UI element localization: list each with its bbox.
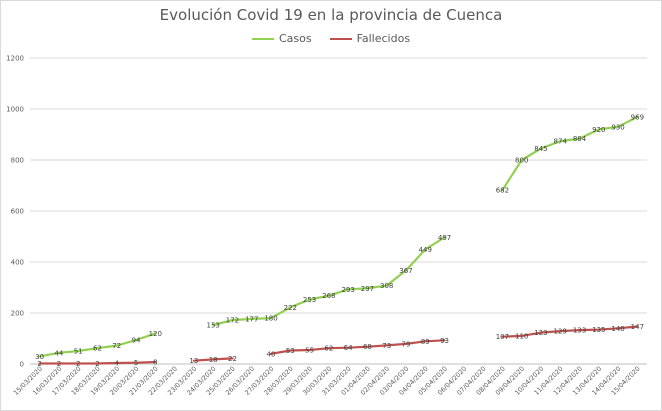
data-label-1-2: 2 bbox=[76, 360, 80, 368]
data-label-1-21: 93 bbox=[440, 337, 449, 345]
data-label-1-0: 2 bbox=[37, 360, 41, 368]
series-line-1-segment-3 bbox=[501, 325, 639, 338]
chart-title: Evolución Covid 19 en la provincia de Cu… bbox=[159, 6, 503, 24]
data-label-1-20: 89 bbox=[421, 338, 430, 346]
data-label-0-6: 120 bbox=[149, 330, 162, 338]
y-tick-label-3: 600 bbox=[11, 208, 24, 216]
data-label-0-17: 297 bbox=[361, 285, 374, 293]
data-label-1-26: 123 bbox=[534, 329, 547, 337]
data-label-1-9: 18 bbox=[209, 356, 218, 364]
data-label-0-13: 222 bbox=[284, 304, 297, 312]
data-label-1-30: 140 bbox=[611, 325, 624, 333]
data-label-0-0: 30 bbox=[35, 353, 44, 361]
data-label-1-13: 53 bbox=[286, 347, 295, 355]
data-label-0-19: 367 bbox=[399, 267, 412, 275]
data-label-1-29: 135 bbox=[592, 326, 605, 334]
data-label-0-15: 268 bbox=[322, 292, 335, 300]
data-label-0-18: 308 bbox=[380, 282, 393, 290]
data-label-1-4: 4 bbox=[115, 359, 120, 367]
legend-label-fallecidos: Fallecidos bbox=[356, 32, 411, 45]
y-tick-label-5: 1000 bbox=[6, 106, 24, 114]
data-label-0-3: 62 bbox=[93, 345, 102, 353]
data-label-0-27: 874 bbox=[554, 138, 568, 146]
legend-swatch-casos bbox=[251, 37, 274, 40]
data-label-0-14: 253 bbox=[303, 296, 316, 304]
legend-swatch-fallecidos bbox=[329, 37, 352, 40]
series-line-0-segment-1 bbox=[212, 236, 446, 327]
data-label-1-8: 13 bbox=[189, 357, 198, 365]
series-line-1-segment-2 bbox=[269, 339, 446, 355]
data-label-1-3: 2 bbox=[95, 360, 99, 368]
data-label-0-26: 845 bbox=[534, 145, 547, 153]
data-label-0-28: 884 bbox=[573, 135, 587, 143]
y-tick-label-2: 400 bbox=[11, 259, 24, 267]
data-label-0-20: 449 bbox=[419, 246, 432, 254]
data-label-0-5: 94 bbox=[132, 337, 141, 345]
data-label-0-16: 293 bbox=[341, 286, 354, 294]
data-label-0-24: 682 bbox=[496, 187, 509, 195]
data-label-0-11: 177 bbox=[245, 315, 258, 323]
data-label-0-30: 930 bbox=[611, 123, 624, 131]
legend: Casos Fallecidos bbox=[0, 32, 662, 45]
data-label-0-10: 172 bbox=[226, 317, 239, 325]
data-label-1-15: 62 bbox=[324, 345, 333, 353]
data-label-0-1: 44 bbox=[54, 349, 63, 357]
series-line-0-segment-0 bbox=[38, 332, 157, 358]
data-label-1-19: 79 bbox=[402, 340, 411, 348]
data-label-0-2: 51 bbox=[74, 347, 83, 355]
data-label-1-24: 107 bbox=[496, 333, 509, 341]
legend-label-casos: Casos bbox=[278, 32, 312, 45]
data-label-1-16: 64 bbox=[344, 344, 353, 352]
series-line-1-segment-1 bbox=[192, 357, 234, 362]
data-label-0-21: 497 bbox=[438, 234, 451, 242]
data-label-1-6: 8 bbox=[153, 358, 157, 366]
y-tick-label-1: 200 bbox=[11, 310, 24, 318]
data-label-0-31: 969 bbox=[631, 113, 644, 121]
legend-item-fallecidos: Fallecidos bbox=[329, 32, 411, 45]
y-tick-label-4: 800 bbox=[11, 157, 24, 165]
data-label-0-12: 180 bbox=[264, 315, 277, 323]
data-label-1-5: 5 bbox=[134, 359, 138, 367]
data-label-0-4: 72 bbox=[112, 342, 121, 350]
data-label-1-18: 73 bbox=[382, 342, 391, 350]
legend-item-casos: Casos bbox=[251, 32, 312, 45]
data-label-1-14: 55 bbox=[305, 346, 314, 354]
data-label-0-29: 920 bbox=[592, 126, 605, 134]
y-tick-label-6: 1200 bbox=[6, 55, 24, 63]
data-label-1-17: 68 bbox=[363, 343, 372, 351]
data-label-1-28: 133 bbox=[573, 327, 586, 335]
data-label-1-1: 2 bbox=[57, 360, 61, 368]
data-label-0-9: 153 bbox=[206, 321, 219, 329]
series-line-1-segment-0 bbox=[38, 360, 157, 365]
data-label-1-27: 129 bbox=[554, 328, 567, 336]
data-label-1-12: 40 bbox=[267, 350, 276, 358]
y-tick-label-0: 0 bbox=[20, 361, 24, 369]
data-label-1-25: 110 bbox=[515, 332, 528, 340]
data-label-0-25: 800 bbox=[515, 157, 528, 165]
data-label-1-31: 147 bbox=[631, 323, 644, 331]
data-label-1-10: 22 bbox=[228, 355, 237, 363]
series-line-0-segment-2 bbox=[501, 115, 639, 192]
